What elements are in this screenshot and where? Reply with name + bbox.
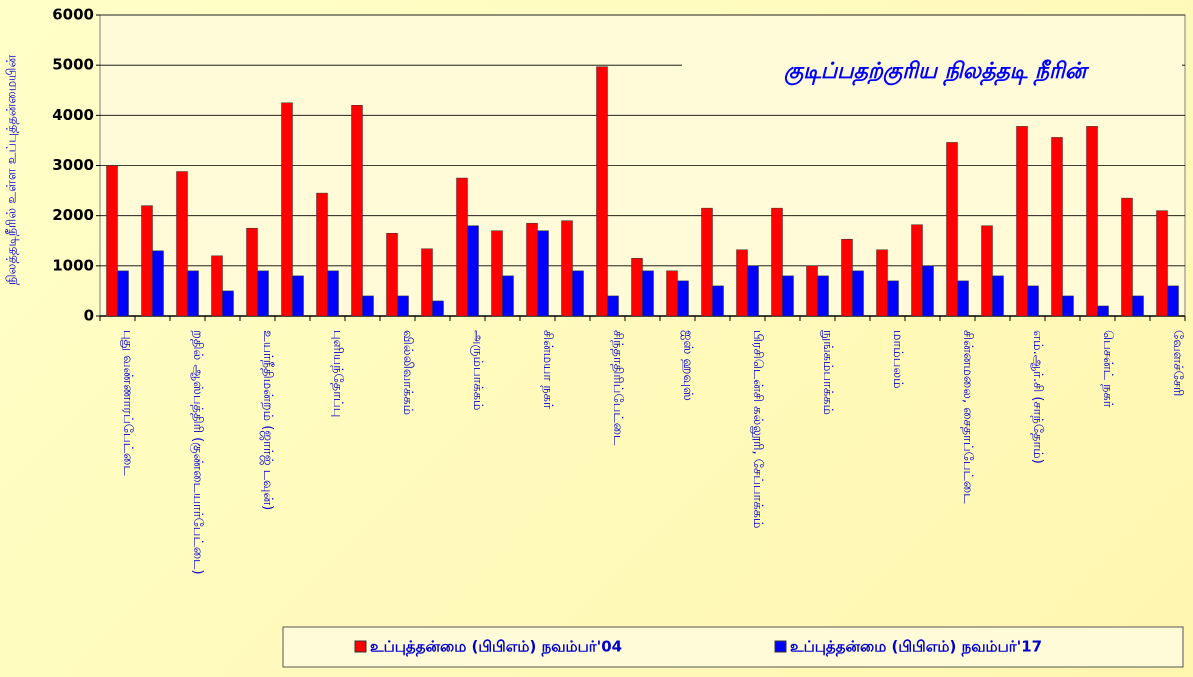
bar (1062, 295, 1074, 317)
y-tick-label: 6000 (52, 6, 94, 24)
bar (141, 205, 153, 317)
x-tick-label: வேளச்சேரி (1170, 330, 1185, 396)
y-tick-label: 3000 (52, 156, 94, 174)
bar (596, 66, 608, 317)
x-tick-label: சின்னமலை, சைதாப்பேட்டை (960, 330, 975, 504)
bar (992, 275, 1004, 317)
bar (1132, 295, 1144, 317)
legend-label: உப்புத்தன்மை (பிபிஎம்) நவம்பர்'17 (790, 638, 1042, 657)
bar (1027, 285, 1039, 317)
bar (806, 265, 818, 317)
title-box (682, 36, 1182, 106)
y-tick-label: 4000 (52, 106, 94, 124)
bar (1051, 137, 1063, 317)
bar (631, 258, 643, 317)
bar (736, 249, 748, 317)
bar (327, 270, 339, 317)
bar (281, 102, 293, 317)
bar (747, 265, 759, 317)
y-tick-label: 5000 (52, 56, 94, 74)
bar (1097, 305, 1109, 317)
bar (642, 270, 654, 317)
bar (712, 285, 724, 317)
bar (537, 230, 549, 317)
bar (911, 224, 923, 317)
bar (1156, 210, 1168, 317)
bar (677, 280, 689, 317)
y-tick-label: 1000 (52, 256, 94, 274)
x-tick-label: நுங்கம்பாக்கம் (820, 330, 835, 415)
bar (1086, 126, 1098, 317)
bar (292, 275, 304, 317)
x-tick-label: மாம்பலம் (890, 330, 905, 389)
bar (561, 220, 573, 317)
bar (491, 230, 503, 317)
bar (572, 270, 584, 317)
x-tick-label: றதில் ஆஸ்பத்திரி (குண்டையார்பேட்டை) (190, 330, 205, 575)
bar (246, 227, 258, 317)
legend (282, 626, 1184, 668)
bar (771, 207, 783, 317)
bar (152, 250, 164, 317)
legend-label: உப்புத்தன்மை (பிபிஎம்) நவம்பர்'04 (370, 638, 622, 657)
y-axis-label: நிலத்தடிநீரில் உள்ள உப்புத்தன்மையின் (5, 54, 20, 285)
legend-swatch (774, 640, 787, 653)
bar (117, 270, 129, 317)
bar (957, 280, 969, 317)
bar (852, 270, 864, 317)
bar (316, 192, 328, 317)
x-tick-label: சின்மயா நகர் (540, 330, 555, 409)
bar (351, 105, 363, 317)
bar (701, 207, 713, 317)
bar (1016, 126, 1028, 317)
y-tick-label: 2000 (52, 206, 94, 224)
bar (432, 300, 444, 317)
bar (386, 232, 398, 317)
y-tick-label: 0 (84, 307, 94, 325)
bar (981, 225, 993, 317)
bar (211, 255, 223, 317)
bar (1121, 197, 1133, 317)
bar (526, 222, 538, 317)
bar (782, 275, 794, 317)
x-tick-label: சிந்தாதிரிப்பேட்டை (610, 330, 625, 446)
bar (456, 177, 468, 317)
bar (817, 275, 829, 317)
bar (397, 295, 409, 317)
bar (106, 165, 118, 317)
x-tick-label: பிரசிடென்சி கல்லூரி, சேப்பாக்கம் (750, 330, 765, 528)
bar (841, 238, 853, 317)
x-tick-label: பெசன்ட் நகர் (1100, 330, 1115, 408)
bar (187, 270, 199, 317)
bar (946, 142, 958, 317)
x-tick-label: எம்.ஆர்.சி (சாந்தோம்) (1030, 330, 1045, 464)
bar (257, 270, 269, 317)
x-tick-label: வில்லிவாக்கம் (400, 330, 415, 415)
x-tick-label: அரும்பாக்கம் (470, 330, 485, 411)
bar (176, 171, 188, 317)
bar (362, 295, 374, 317)
legend-swatch (354, 640, 367, 653)
bar (876, 249, 888, 317)
bar (1167, 285, 1179, 317)
bar (922, 265, 934, 317)
bar (222, 290, 234, 317)
bar (607, 295, 619, 317)
x-tick-label: புளியந்தோப்பு (330, 330, 345, 417)
x-tick-label: புது வண்ணாரப்பேட்டை (120, 330, 135, 476)
bar (887, 280, 899, 317)
bar (666, 270, 678, 317)
chart-title: குடிப்பதற்குரிய நிலத்தடி நீரின் (784, 59, 1090, 87)
bar (502, 275, 514, 317)
bar (467, 225, 479, 317)
x-tick-label: உயர்நீதிமன்றம் (ஜார்ஜ் டவுன்) (260, 330, 275, 510)
bar (421, 248, 433, 317)
x-tick-label: ஐஸ் ஹவுஸ் (680, 330, 695, 401)
